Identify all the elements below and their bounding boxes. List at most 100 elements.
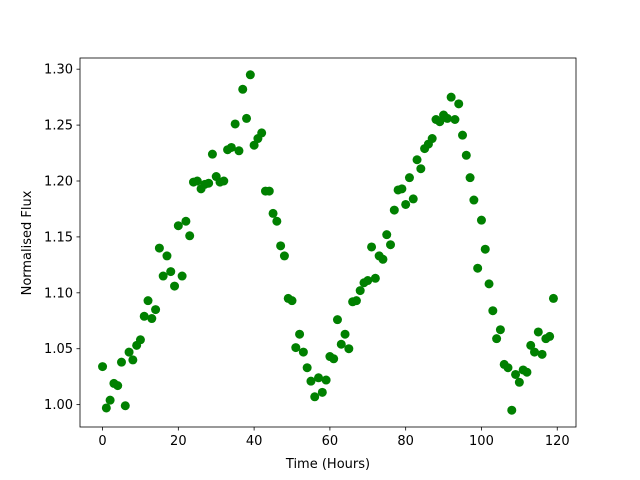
point — [442, 113, 452, 123]
point — [310, 392, 320, 402]
point — [397, 184, 407, 194]
point — [249, 140, 259, 150]
x-tick-label: 80 — [397, 434, 414, 449]
point — [230, 119, 240, 129]
point — [473, 263, 483, 273]
point — [170, 281, 180, 291]
plot-frame — [79, 57, 577, 428]
point — [533, 327, 543, 337]
point — [545, 331, 555, 341]
point — [128, 355, 138, 365]
x-tick-label: 20 — [170, 434, 187, 449]
point — [245, 70, 255, 80]
point — [105, 395, 115, 405]
point — [355, 286, 365, 296]
point — [113, 381, 123, 391]
point — [332, 315, 342, 325]
point — [158, 271, 168, 281]
point — [507, 405, 517, 415]
point — [530, 347, 540, 357]
point — [548, 293, 558, 303]
point — [492, 334, 502, 344]
x-axis-label: Time (Hours) — [285, 457, 370, 472]
point — [351, 296, 361, 306]
point — [476, 215, 486, 225]
point — [287, 296, 297, 306]
point — [537, 349, 547, 359]
y-tick-label: 1.00 — [44, 398, 73, 413]
point — [314, 373, 324, 383]
point — [257, 128, 267, 138]
point — [98, 362, 108, 372]
point — [302, 363, 312, 373]
point — [458, 130, 468, 140]
point — [124, 347, 134, 357]
point — [226, 142, 236, 152]
point — [120, 401, 130, 411]
point — [367, 242, 377, 252]
x-tick-label: 40 — [246, 434, 263, 449]
point — [378, 254, 388, 264]
point — [344, 344, 354, 354]
point — [166, 267, 176, 277]
point — [514, 377, 524, 387]
point — [465, 173, 475, 183]
point — [279, 251, 289, 261]
point — [401, 199, 411, 209]
point — [204, 178, 214, 188]
point — [526, 340, 536, 350]
point — [321, 375, 331, 385]
y-axis-label: Normalised Flux — [20, 190, 35, 295]
point — [207, 149, 217, 159]
point — [151, 305, 161, 315]
point — [522, 367, 532, 377]
point — [386, 240, 396, 250]
point — [272, 216, 282, 226]
point — [116, 357, 126, 367]
point — [461, 150, 471, 160]
point — [317, 387, 327, 397]
point — [488, 306, 498, 316]
x-tick-label: 120 — [545, 434, 570, 449]
y-tick-label: 1.15 — [44, 230, 73, 245]
y-tick-label: 1.25 — [44, 119, 73, 134]
point — [264, 186, 274, 196]
point — [511, 369, 521, 379]
point — [154, 243, 164, 253]
point — [276, 241, 286, 251]
y-tick-label: 1.30 — [44, 63, 73, 78]
point — [135, 335, 145, 345]
point — [143, 296, 153, 306]
point — [173, 221, 183, 231]
point — [416, 164, 426, 174]
x-tick-label: 100 — [469, 434, 494, 449]
point — [336, 339, 346, 349]
point — [382, 230, 392, 240]
point — [389, 205, 399, 215]
point — [412, 155, 422, 165]
point — [469, 195, 479, 205]
point — [435, 117, 445, 127]
point — [295, 329, 305, 339]
x-tick-label: 0 — [98, 434, 106, 449]
point — [484, 279, 494, 289]
point — [177, 271, 187, 281]
x-tick-label: 60 — [322, 434, 339, 449]
point — [234, 146, 244, 156]
point — [219, 176, 229, 186]
point — [298, 347, 308, 357]
point — [242, 113, 252, 123]
point — [147, 314, 157, 324]
point — [427, 134, 437, 144]
point — [162, 251, 172, 261]
y-tick-label: 1.10 — [44, 286, 73, 301]
point — [480, 244, 490, 254]
point — [370, 273, 380, 283]
point — [446, 92, 456, 102]
point — [181, 216, 191, 226]
point — [268, 208, 278, 218]
point — [101, 403, 111, 413]
point — [408, 194, 418, 204]
point — [340, 329, 350, 339]
